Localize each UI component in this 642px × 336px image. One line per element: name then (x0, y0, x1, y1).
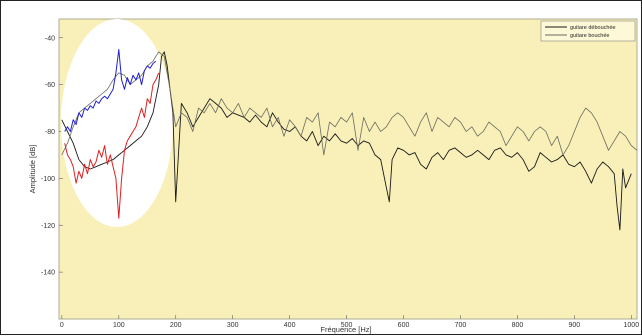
x-tick-label: 400 (284, 322, 296, 329)
legend-label-bouchee: guitare bouchée (570, 33, 609, 39)
y-axis-label: Amplitude [dB] (28, 145, 37, 194)
x-tick-label: 800 (512, 322, 524, 329)
legend-label-debouchee: guitare débouchée (570, 25, 616, 31)
y-tick-label: -140 (41, 270, 55, 277)
y-tick-label: -40 (45, 35, 55, 42)
legend: guitare débouchée guitare bouchée (540, 20, 636, 42)
x-tick-label: 100 (113, 322, 125, 329)
y-tick-label: -80 (45, 129, 55, 136)
x-tick-label: 0 (60, 322, 64, 329)
x-tick-label: 900 (569, 322, 581, 329)
series-line-red-zoom (64, 72, 160, 219)
series-layer (61, 49, 637, 231)
y-tick-label: -100 (41, 176, 55, 183)
y-tick-label: -60 (45, 82, 55, 89)
y-tick-label: -120 (41, 223, 55, 230)
x-tick-label: 200 (170, 322, 182, 329)
x-tick-label: 1000 (624, 322, 640, 329)
series-line-debouchee (61, 51, 632, 231)
x-tick-label: 500 (341, 322, 353, 329)
highlight-ellipse (61, 19, 173, 227)
y-axis: -40 -60 -80 -100 -120 -140 (41, 35, 63, 277)
x-tick-label: 300 (227, 322, 239, 329)
series-line-bouchee (61, 51, 637, 156)
x-tick-label: 600 (398, 322, 410, 329)
legend-box (540, 20, 636, 42)
x-tick-label: 700 (455, 322, 467, 329)
series-line-blue-zoom (64, 49, 157, 132)
x-axis-label: Fréquence [Hz] (320, 325, 371, 334)
x-axis: 0 100 200 300 400 500 600 700 800 900 1000 (60, 315, 639, 329)
